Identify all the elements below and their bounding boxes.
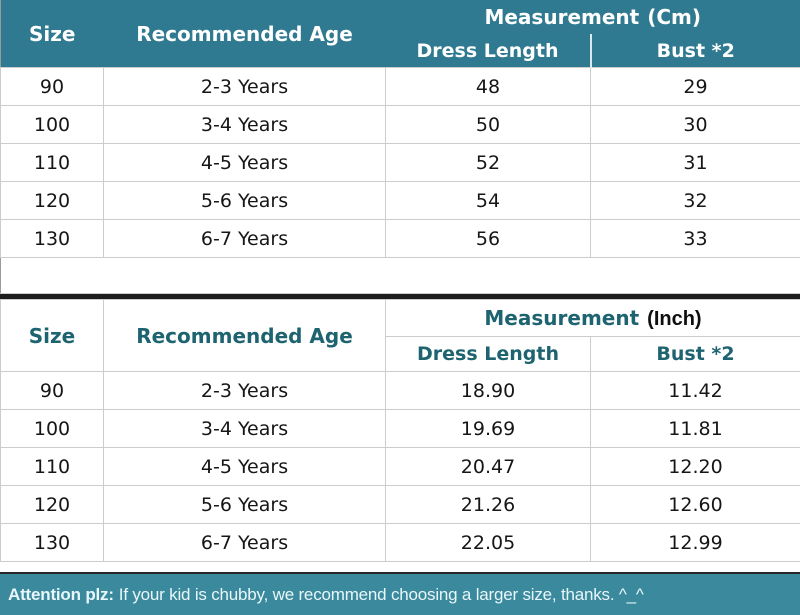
empty-cell — [0, 257, 800, 294]
table-cell: 110 — [0, 143, 104, 182]
table-cell: 5-6 Years — [103, 485, 386, 524]
size-table-inch: Size Recommended Age Measurement (Inch) D… — [0, 299, 800, 562]
table-cell: 30 — [590, 105, 800, 144]
table-cell: 100 — [0, 409, 104, 448]
table-cell: 29 — [590, 67, 800, 106]
measurement-unit-inch: (Inch) — [647, 307, 702, 330]
table-cell: 50 — [385, 105, 591, 144]
size-table-cm: Size Recommended Age Measurement (Cm) Dre… — [0, 0, 800, 294]
header-size: Size — [0, 0, 104, 68]
header-recommended-age: Recommended Age — [103, 299, 386, 372]
table-row: 130 6-7 Years 22.05 12.99 — [0, 523, 800, 562]
table-cell: 110 — [0, 447, 104, 486]
table-cell: 21.26 — [385, 485, 591, 524]
table-cell: 56 — [385, 219, 591, 258]
size-table-cm-header: Size Recommended Age Measurement (Cm) Dre… — [0, 0, 800, 68]
table-cell: 3-4 Years — [103, 105, 386, 144]
table-cell: 54 — [385, 181, 591, 220]
spacer — [0, 562, 800, 572]
size-table-cm-spacer — [0, 257, 800, 294]
table-cell: 52 — [385, 143, 591, 182]
table-cell: 120 — [0, 181, 104, 220]
table-cell: 90 — [0, 67, 104, 106]
header-bust-cm: Bust *2 — [589, 34, 800, 68]
size-table-inch-body: 90 2-3 Years 18.90 11.42 100 3-4 Years 19.69 11… — [0, 371, 800, 562]
table-cell: 22.05 — [385, 523, 591, 562]
table-cell: 130 — [0, 523, 104, 562]
header-dress-length-cm: Dress Length — [385, 34, 591, 68]
table-cell: 33 — [590, 219, 800, 258]
table-cell: 6-7 Years — [103, 219, 386, 258]
table-row: 110 4-5 Years 52 31 — [0, 143, 800, 182]
table-separator-line — [0, 294, 800, 299]
table-cell: 2-3 Years — [103, 67, 386, 106]
measurement-unit-cm: (Cm) — [647, 5, 702, 29]
table-cell: 4-5 Years — [103, 143, 386, 182]
table-cell: 19.69 — [385, 409, 591, 448]
header-bust-inch: Bust *2 — [590, 336, 800, 372]
table-row: 100 3-4 Years 50 30 — [0, 105, 800, 144]
table-cell: 18.90 — [385, 371, 591, 410]
measurement-label: Measurement — [484, 5, 640, 29]
table-cell: 11.42 — [590, 371, 800, 410]
table-row: 130 6-7 Years 56 33 — [0, 219, 800, 258]
header-measurement-inch: Measurement (Inch) — [385, 299, 800, 337]
empty-row — [0, 257, 800, 294]
table-cell: 130 — [0, 219, 104, 258]
table-cell: 2-3 Years — [103, 371, 386, 410]
table-row: 90 2-3 Years 48 29 — [0, 67, 800, 106]
table-row: 120 5-6 Years 54 32 — [0, 181, 800, 220]
table-cell: 12.60 — [590, 485, 800, 524]
table-cell: 90 — [0, 371, 104, 410]
header-size: Size — [0, 299, 104, 372]
table-cell: 48 — [385, 67, 591, 106]
measurement-label: Measurement — [484, 305, 640, 330]
table-row: 100 3-4 Years 19.69 11.81 — [0, 409, 800, 448]
table-cell: 12.20 — [590, 447, 800, 486]
table-cell: 5-6 Years — [103, 181, 386, 220]
table-cell: 120 — [0, 485, 104, 524]
table-cell: 20.47 — [385, 447, 591, 486]
table-cell: 11.81 — [590, 409, 800, 448]
attention-text: If your kid is chubby, we recommend choo… — [118, 584, 644, 604]
attention-bar: Attention plz: If your kid is chubby, we… — [0, 572, 800, 615]
header-measurement-cm: Measurement (Cm) — [385, 0, 800, 34]
table-row: 120 5-6 Years 21.26 12.60 — [0, 485, 800, 524]
table-cell: 31 — [590, 143, 800, 182]
size-table-inch-header: Size Recommended Age Measurement (Inch) D… — [0, 299, 800, 372]
table-row: 90 2-3 Years 18.90 11.42 — [0, 371, 800, 410]
attention-label: Attention plz: — [8, 584, 114, 604]
table-cell: 6-7 Years — [103, 523, 386, 562]
table-row: 110 4-5 Years 20.47 12.20 — [0, 447, 800, 486]
table-cell: 100 — [0, 105, 104, 144]
table-cell: 12.99 — [590, 523, 800, 562]
header-recommended-age: Recommended Age — [103, 0, 386, 68]
table-cell: 4-5 Years — [103, 447, 386, 486]
header-dress-length-inch: Dress Length — [385, 336, 591, 372]
size-table-cm-body: 90 2-3 Years 48 29 100 3-4 Years 50 30 110 4-5 Ye… — [0, 67, 800, 258]
table-cell: 32 — [590, 181, 800, 220]
table-cell: 3-4 Years — [103, 409, 386, 448]
